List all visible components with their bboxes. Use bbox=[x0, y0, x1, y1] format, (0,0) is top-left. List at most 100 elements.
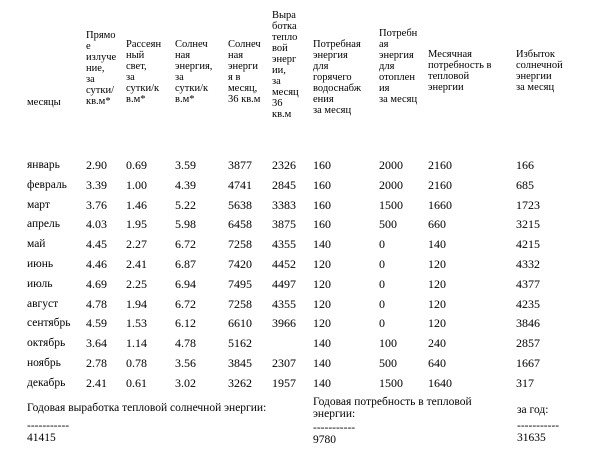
value-cell: 5162 bbox=[228, 336, 252, 351]
value-cell: 140 bbox=[313, 237, 331, 252]
value-cell: 1.46 bbox=[126, 197, 147, 212]
value-cell: 120 bbox=[313, 276, 331, 291]
value-cell: 0.69 bbox=[126, 158, 147, 172]
value-cell: 2160 bbox=[428, 177, 452, 192]
value-cell: 3.56 bbox=[175, 356, 196, 370]
value-cell: 120 bbox=[428, 316, 446, 331]
value-cell: 6610 bbox=[228, 316, 252, 331]
value-cell: 2160 bbox=[428, 158, 452, 172]
annual-need-value: ----------- 9780 bbox=[313, 422, 356, 446]
value-cell: 1.94 bbox=[126, 296, 147, 311]
value-cell: 0 bbox=[379, 257, 385, 271]
value-cell: 4355 bbox=[272, 296, 296, 311]
column-header: месяцы bbox=[27, 97, 61, 108]
value-cell: 4497 bbox=[272, 276, 296, 291]
month-cell: июнь bbox=[27, 258, 54, 270]
value-cell: 4.59 bbox=[86, 316, 107, 331]
month-cell: апрель bbox=[27, 218, 60, 231]
value-cell: 7258 bbox=[228, 237, 252, 252]
value-cell: 2.41 bbox=[86, 375, 107, 390]
value-cell: 4.78 bbox=[175, 336, 196, 351]
value-cell: 0 bbox=[379, 316, 385, 331]
value-cell: 6.12 bbox=[175, 316, 196, 331]
value-cell: 1500 bbox=[379, 197, 403, 212]
value-cell: 160 bbox=[313, 217, 331, 232]
value-cell: 1.95 bbox=[126, 217, 147, 232]
value-cell: 1.00 bbox=[126, 177, 147, 192]
value-cell: 3262 bbox=[228, 375, 252, 390]
value-cell: 2000 bbox=[379, 177, 403, 192]
value-cell: 660 bbox=[428, 217, 446, 232]
per-year-label: за год: bbox=[517, 404, 549, 416]
value-cell: 120 bbox=[428, 276, 446, 291]
value-cell: 2.78 bbox=[86, 356, 107, 370]
value-cell: 1660 bbox=[428, 197, 452, 212]
value-cell: 6458 bbox=[228, 217, 252, 232]
value-cell: 1723 bbox=[516, 197, 540, 212]
value-cell: 2307 bbox=[272, 356, 296, 370]
value-cell: 6.72 bbox=[175, 296, 196, 311]
value-cell: 3.59 bbox=[175, 158, 196, 172]
month-cell: декабрь bbox=[27, 376, 66, 389]
column-header: Выра ботка тепло вой энерг ии, за месяц … bbox=[272, 10, 299, 120]
value-cell: 1500 bbox=[379, 375, 403, 390]
value-cell: 100 bbox=[379, 336, 397, 351]
value-cell: 0.61 bbox=[126, 375, 147, 390]
column-header: Потребная энергия для горячего водоснабж… bbox=[313, 39, 361, 116]
per-year-value: ----------- 31635 bbox=[517, 420, 560, 444]
value-cell: 160 bbox=[313, 197, 331, 212]
month-cell: сентябрь bbox=[27, 317, 71, 330]
value-cell: 140 bbox=[313, 356, 331, 370]
value-cell: 6.94 bbox=[175, 276, 196, 291]
value-cell: 2.27 bbox=[126, 237, 147, 252]
value-cell: 4377 bbox=[516, 276, 540, 291]
value-cell: 7495 bbox=[228, 276, 252, 291]
column-header: Избыток солнечной энергии за месяц bbox=[516, 49, 563, 93]
value-cell: 4215 bbox=[516, 237, 540, 252]
value-cell: 5.98 bbox=[175, 217, 196, 232]
month-cell: март bbox=[27, 198, 50, 211]
value-cell: 3846 bbox=[516, 316, 540, 331]
value-cell: 240 bbox=[428, 336, 446, 351]
month-cell: февраль bbox=[27, 178, 67, 191]
value-cell: 3877 bbox=[228, 158, 252, 172]
value-cell: 2000 bbox=[379, 158, 403, 172]
value-cell: 140 bbox=[428, 237, 446, 252]
value-cell: 4355 bbox=[272, 237, 296, 252]
value-cell: 4.69 bbox=[86, 276, 107, 291]
value-cell: 2.41 bbox=[126, 257, 147, 271]
value-cell: 3215 bbox=[516, 217, 540, 232]
value-cell: 1.14 bbox=[126, 336, 147, 351]
value-cell: 6.72 bbox=[175, 237, 196, 252]
value-cell: 120 bbox=[428, 257, 446, 271]
value-cell: 5638 bbox=[228, 197, 252, 212]
value-cell: 4.46 bbox=[86, 257, 107, 271]
month-cell: май bbox=[27, 238, 46, 251]
value-cell: 640 bbox=[428, 356, 446, 370]
month-cell: ноябрь bbox=[27, 357, 61, 369]
value-cell: 1640 bbox=[428, 375, 452, 390]
value-cell: 317 bbox=[516, 375, 534, 390]
value-cell: 1957 bbox=[272, 375, 296, 390]
column-header: Прямо е излуче ние, за сутки/ кв.м* bbox=[86, 30, 117, 107]
value-cell: 160 bbox=[313, 177, 331, 192]
value-cell: 2326 bbox=[272, 158, 296, 172]
column-header: Солнеч ная энергия, за сутки/к в.м* bbox=[175, 39, 213, 105]
month-cell: январь bbox=[27, 159, 60, 171]
value-cell: 3845 bbox=[228, 356, 252, 370]
value-cell: 3383 bbox=[272, 197, 296, 212]
column-header: Потребн ая энергия для отоплен ия за мес… bbox=[379, 28, 418, 105]
value-cell: 3.02 bbox=[175, 375, 196, 390]
value-cell: 120 bbox=[313, 296, 331, 311]
annual-production-label: Годовая выработка тепловой солнечной эне… bbox=[27, 402, 267, 414]
value-cell: 2.90 bbox=[86, 158, 107, 172]
value-cell: 120 bbox=[428, 296, 446, 311]
value-cell: 4332 bbox=[516, 257, 540, 271]
value-cell: 5.22 bbox=[175, 197, 196, 212]
month-cell: июль bbox=[27, 277, 53, 290]
value-cell: 4.39 bbox=[175, 177, 196, 192]
value-cell: 160 bbox=[313, 158, 331, 172]
value-cell: 3.64 bbox=[86, 336, 107, 351]
value-cell: 0 bbox=[379, 237, 385, 252]
value-cell: 3966 bbox=[272, 316, 296, 331]
